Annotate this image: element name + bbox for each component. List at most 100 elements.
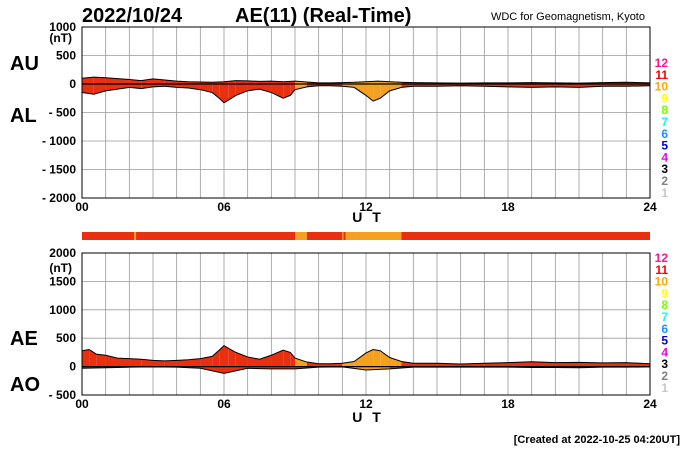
legend-number-bottom: 12 (655, 251, 669, 265)
station-count-bar (82, 232, 650, 240)
area-ae (228, 348, 236, 367)
area-au (235, 80, 248, 84)
area-ae (247, 356, 260, 367)
area-al (235, 84, 248, 96)
area-ae (224, 345, 229, 367)
top-unit-label: (nT) (49, 31, 72, 45)
area-al (354, 84, 366, 96)
area-al (93, 84, 106, 95)
x-tick-label: 24 (643, 397, 657, 411)
area-al (82, 84, 94, 95)
area-al (224, 84, 229, 103)
legend-number-bottom: 10 (655, 275, 669, 289)
y-tick-label: - 1000 (42, 134, 76, 148)
area-ao (366, 366, 390, 371)
area-ae (318, 363, 331, 367)
area-ae (188, 358, 201, 367)
y-tick-label: 2000 (49, 246, 76, 260)
area-al (342, 84, 355, 88)
area-ae (579, 362, 603, 367)
area-ae (531, 361, 556, 367)
area-ae (366, 349, 374, 367)
area-ae (141, 359, 153, 367)
x-tick-label: 18 (501, 200, 515, 214)
area-ae (212, 350, 220, 367)
legend-number-bottom: 9 (661, 286, 668, 300)
legend-number-top: 4 (661, 150, 668, 164)
series-line-al (81, 85, 651, 104)
x-tick-label: 18 (501, 397, 515, 411)
area-ae (200, 356, 213, 367)
area-ae (117, 358, 130, 367)
bottom-x-axis-label: U T (352, 409, 384, 425)
x-tick-label: 00 (75, 200, 89, 214)
area-ae (219, 345, 224, 367)
area-au (105, 77, 118, 84)
au-label: AU (10, 53, 39, 75)
area-al (212, 84, 220, 99)
area-ae (290, 352, 295, 367)
y-tick-label: 1000 (49, 20, 76, 34)
y-tick-label: 0 (69, 77, 76, 91)
area-ae (259, 355, 272, 367)
station-bar-segment (306, 232, 343, 240)
created-timestamp: [Created at 2022-10-25 04:20UT] (514, 434, 681, 446)
area-au (224, 80, 236, 84)
area-al (366, 84, 374, 102)
y-tick-label: - 1500 (42, 163, 76, 177)
x-tick-label: 06 (217, 397, 231, 411)
y-tick-label: 500 (56, 49, 76, 63)
x-tick-label: 24 (643, 200, 657, 214)
area-al (373, 84, 381, 102)
x-tick-label: 00 (75, 397, 89, 411)
area-al (259, 84, 272, 93)
legend-number-top: 6 (661, 127, 668, 141)
source-credit: WDC for Geomagnetism, Kyoto (491, 11, 645, 23)
al-label: AL (10, 105, 37, 127)
area-al (283, 84, 291, 99)
area-au (93, 77, 106, 84)
area-al (579, 84, 603, 88)
y-tick-label: 0 (69, 360, 76, 374)
area-ae (373, 349, 381, 367)
area-ae (283, 350, 291, 367)
station-bar-segment (401, 232, 650, 240)
series-line-au (81, 76, 651, 84)
area-al (141, 84, 153, 89)
area-au (117, 78, 130, 84)
legend-number-top: 5 (661, 139, 668, 153)
legend-number-bottom: 6 (661, 322, 668, 336)
area-ae (484, 362, 508, 367)
area-ae (89, 349, 97, 367)
area-al (164, 84, 177, 88)
legend-number-bottom: 2 (661, 369, 668, 383)
ao-label: AO (10, 374, 40, 396)
legend-number-bottom: 5 (661, 334, 668, 348)
area-ae (96, 354, 106, 367)
legend-number-top: 3 (661, 162, 668, 176)
legend-number-top: 12 (655, 56, 669, 70)
area-ae (153, 360, 165, 367)
area-al (271, 84, 284, 99)
area-al (389, 84, 402, 91)
area-ae (176, 359, 189, 367)
x-tick-label: 06 (217, 200, 231, 214)
area-ae (295, 358, 307, 367)
area-ae (555, 362, 579, 367)
y-tick-label: - 500 (49, 388, 77, 402)
legend-number-top: 2 (661, 174, 668, 188)
chart-title: AE(11) (Real-Time) (235, 5, 411, 27)
station-bar-segment (82, 232, 295, 240)
ae-label: AE (10, 328, 38, 350)
area-au (82, 77, 94, 84)
area-ae (413, 363, 437, 367)
station-bar-segment (295, 232, 307, 240)
area-ae (354, 352, 366, 367)
y-tick-label: 1500 (49, 274, 76, 288)
plot-frame (81, 252, 651, 396)
legend-number-bottom: 7 (661, 310, 668, 324)
station-bar-segment (356, 232, 402, 240)
